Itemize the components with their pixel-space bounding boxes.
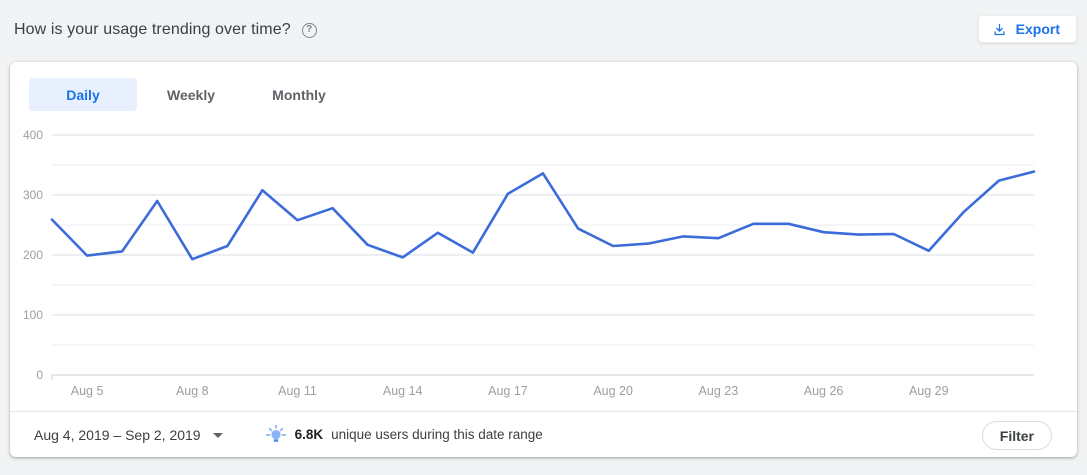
help-icon[interactable]: ?	[301, 22, 317, 38]
svg-text:100: 100	[23, 308, 43, 322]
svg-text:Aug 20: Aug 20	[593, 384, 633, 398]
tab-daily-label: Daily	[66, 86, 100, 103]
date-range-label: Aug 4, 2019 – Sep 2, 2019	[34, 426, 201, 443]
usage-card: Daily Weekly Monthly 0 100 200 300 400 Aug 5 A…	[10, 62, 1077, 457]
unique-users-count: 6.8K	[294, 427, 324, 442]
svg-text:Aug 11: Aug 11	[278, 384, 317, 398]
page-title: How is your usage trending over time?	[14, 21, 291, 38]
tab-weekly[interactable]: Weekly	[137, 78, 245, 111]
svg-text:Aug 5: Aug 5	[71, 384, 104, 398]
svg-text:300: 300	[23, 188, 43, 202]
page-header: How is your usage trending over time? ? …	[0, 0, 1087, 62]
filter-button[interactable]: Filter	[981, 421, 1052, 450]
chevron-down-icon	[212, 433, 223, 438]
svg-text:Aug 26: Aug 26	[804, 384, 844, 398]
svg-text:Aug 8: Aug 8	[176, 384, 209, 398]
download-icon	[994, 23, 1005, 35]
lightbulb-icon	[265, 424, 286, 442]
export-button-label: Export	[1015, 21, 1060, 37]
svg-text:Aug 17: Aug 17	[488, 384, 528, 398]
tab-weekly-label: Weekly	[167, 86, 215, 103]
export-button[interactable]: Export	[977, 15, 1077, 43]
svg-text:Aug 23: Aug 23	[699, 384, 739, 398]
title-row: How is your usage trending over time? ?	[14, 21, 317, 39]
svg-text:200: 200	[23, 248, 43, 262]
svg-text:Aug 29: Aug 29	[909, 384, 949, 398]
tab-daily[interactable]: Daily	[29, 78, 137, 111]
tab-monthly-label: Monthly	[272, 86, 326, 103]
tab-monthly[interactable]: Monthly	[245, 78, 353, 111]
usage-line-chart[interactable]: 0 100 200 300 400 Aug 5 Aug 8 Aug 11 Aug 14 Aug 1…	[10, 120, 1077, 412]
date-range-selector[interactable]: Aug 4, 2019 – Sep 2, 2019	[34, 427, 223, 443]
interval-tabs: Daily Weekly Monthly	[29, 78, 353, 111]
card-footer: Aug 4, 2019 – Sep 2, 2019 6.8K unique us…	[10, 411, 1077, 457]
svg-text:400: 400	[23, 128, 43, 142]
insight-note: 6.8K unique users during this date range	[265, 424, 543, 446]
filter-button-label: Filter	[999, 427, 1034, 444]
svg-text:0: 0	[36, 368, 43, 382]
unique-users-text: unique users during this date range	[331, 427, 543, 442]
svg-text:Aug 14: Aug 14	[383, 384, 423, 398]
